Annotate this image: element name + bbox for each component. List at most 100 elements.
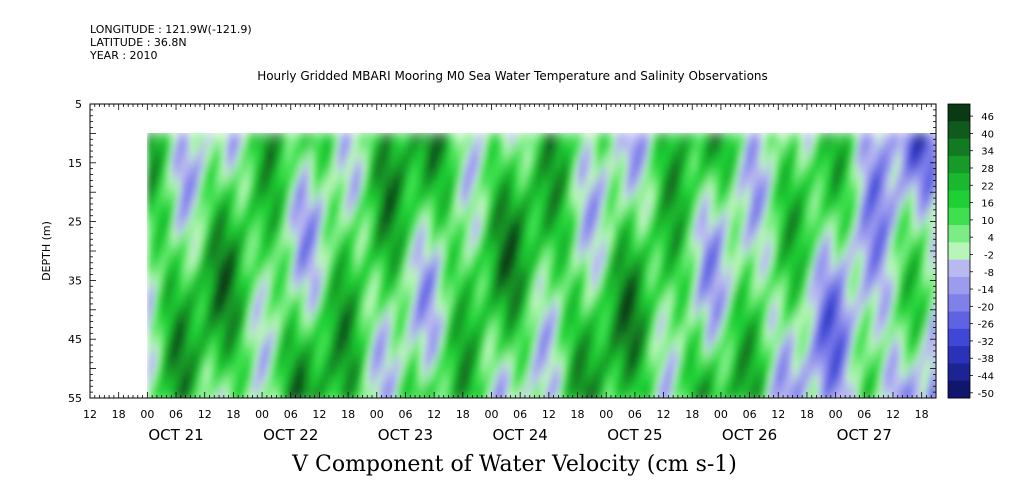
heatmap-cell xyxy=(609,268,613,278)
heatmap-cell xyxy=(381,196,385,206)
heatmap-cell xyxy=(594,232,598,242)
heatmap-cell xyxy=(231,322,235,332)
heatmap-cell xyxy=(399,385,403,395)
heatmap-cell xyxy=(261,151,265,161)
heatmap-cell xyxy=(426,286,430,296)
heatmap-cell xyxy=(444,187,448,197)
heatmap-cell xyxy=(246,214,250,224)
heatmap-cell xyxy=(390,250,394,260)
heatmap-cell xyxy=(468,214,472,224)
heatmap-cell xyxy=(447,250,451,260)
heatmap-cell xyxy=(180,169,184,179)
heatmap-cell xyxy=(222,367,226,377)
heatmap-cell xyxy=(438,376,442,386)
heatmap-cell xyxy=(633,232,637,242)
heatmap-cell xyxy=(414,196,418,206)
heatmap-cell xyxy=(609,349,613,359)
heatmap-cell xyxy=(555,205,559,215)
heatmap-cell xyxy=(534,340,538,350)
heatmap-cell xyxy=(483,214,487,224)
heatmap-cell xyxy=(435,205,439,215)
heatmap-cell xyxy=(573,358,577,368)
heatmap-cell xyxy=(621,358,625,368)
heatmap-cell xyxy=(489,151,493,161)
heatmap-cell xyxy=(297,250,301,260)
heatmap-cell xyxy=(564,196,568,206)
heatmap-cell xyxy=(624,223,628,233)
heatmap-cell xyxy=(477,385,481,395)
heatmap-cell xyxy=(240,160,244,170)
heatmap-cell xyxy=(522,358,526,368)
heatmap-cell xyxy=(282,394,286,398)
heatmap-cell xyxy=(402,133,406,143)
heatmap-cell xyxy=(378,259,382,269)
heatmap-cell xyxy=(324,313,328,323)
heatmap-cell xyxy=(156,205,160,215)
heatmap-cell xyxy=(174,376,178,386)
heatmap-cell xyxy=(300,259,304,269)
heatmap-cell xyxy=(213,286,217,296)
heatmap-cell xyxy=(513,277,517,287)
heatmap-cell xyxy=(531,241,535,251)
heatmap-cell xyxy=(426,331,430,341)
heatmap-cell xyxy=(630,223,634,233)
heatmap-cell xyxy=(267,169,271,179)
heatmap-cell xyxy=(261,142,265,152)
heatmap-cell xyxy=(330,385,334,395)
heatmap-cell xyxy=(177,250,181,260)
heatmap-cell xyxy=(282,367,286,377)
heatmap-cell xyxy=(474,286,478,296)
heatmap-cell xyxy=(600,178,604,188)
heatmap-cell xyxy=(363,367,367,377)
heatmap-cell xyxy=(597,214,601,224)
heatmap-cell xyxy=(495,367,499,377)
heatmap-cell xyxy=(381,295,385,305)
heatmap-cell xyxy=(381,223,385,233)
heatmap-cell xyxy=(216,331,220,341)
heatmap-cell xyxy=(438,214,442,224)
heatmap-cell xyxy=(396,232,400,242)
heatmap-cell xyxy=(393,196,397,206)
heatmap-cell xyxy=(192,313,196,323)
heatmap-cell xyxy=(492,331,496,341)
heatmap-cell xyxy=(591,268,595,278)
heatmap-cell xyxy=(558,187,562,197)
heatmap-cell xyxy=(492,304,496,314)
heatmap-cell xyxy=(336,196,340,206)
heatmap-cell xyxy=(612,151,616,161)
heatmap-cell xyxy=(558,340,562,350)
heatmap-cell xyxy=(168,304,172,314)
heatmap-cell xyxy=(324,151,328,161)
heatmap-cell xyxy=(324,349,328,359)
heatmap-cell xyxy=(591,394,595,398)
heatmap-cell xyxy=(321,187,325,197)
heatmap-cell xyxy=(150,358,154,368)
heatmap-cell xyxy=(624,214,628,224)
heatmap-cell xyxy=(228,304,232,314)
heatmap-cell xyxy=(507,187,511,197)
heatmap-cell xyxy=(339,394,343,398)
heatmap-cell xyxy=(162,160,166,170)
heatmap-cell xyxy=(609,232,613,242)
heatmap-cell xyxy=(402,286,406,296)
heatmap-cell xyxy=(240,205,244,215)
heatmap-cell xyxy=(219,250,223,260)
heatmap-cell xyxy=(570,358,574,368)
heatmap-cell xyxy=(417,151,421,161)
heatmap-cell xyxy=(480,169,484,179)
heatmap-cell xyxy=(609,376,613,386)
heatmap-cell xyxy=(267,394,271,398)
heatmap-cell xyxy=(636,205,640,215)
heatmap-cell xyxy=(447,304,451,314)
heatmap-cell xyxy=(366,205,370,215)
heatmap-cell xyxy=(270,241,274,251)
heatmap-cell xyxy=(348,322,352,332)
heatmap-cell xyxy=(438,313,442,323)
heatmap-cell xyxy=(324,376,328,386)
heatmap-cell xyxy=(168,259,172,269)
heatmap-cell xyxy=(522,250,526,260)
heatmap-cell xyxy=(450,358,454,368)
heatmap-cell xyxy=(537,340,541,350)
heatmap-cell xyxy=(333,142,337,152)
heatmap-cell xyxy=(441,331,445,341)
